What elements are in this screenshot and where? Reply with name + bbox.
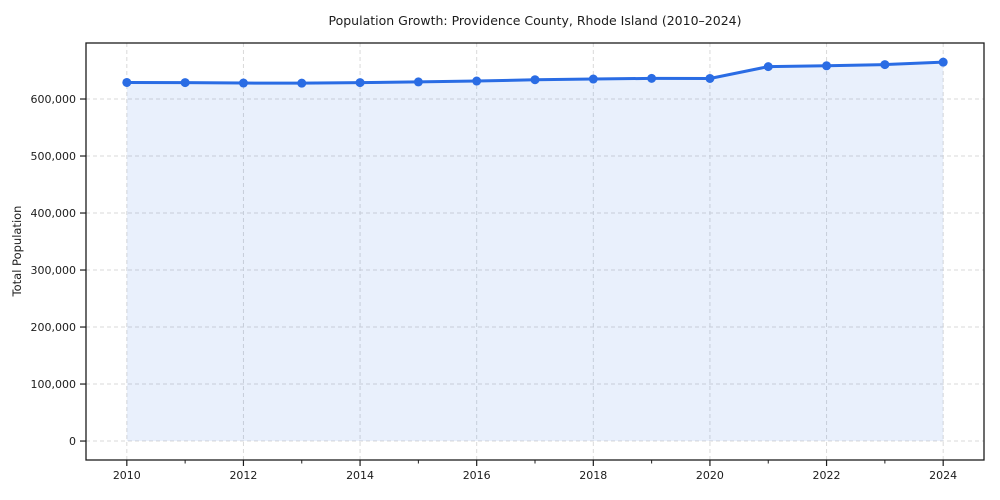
y-tick-label: 100,000 bbox=[31, 378, 77, 391]
y-tick-label: 600,000 bbox=[31, 93, 77, 106]
x-tick-label: 2010 bbox=[113, 469, 141, 482]
data-point bbox=[413, 77, 423, 87]
data-point bbox=[763, 62, 773, 72]
x-tick-label: 2020 bbox=[696, 469, 724, 482]
data-point bbox=[880, 60, 890, 70]
y-tick-label: 200,000 bbox=[31, 321, 77, 334]
data-point bbox=[122, 77, 132, 87]
grid-lines bbox=[86, 43, 984, 460]
data-point bbox=[588, 74, 598, 84]
x-tick-label: 2016 bbox=[463, 469, 491, 482]
data-point bbox=[297, 78, 307, 88]
y-tick-label: 0 bbox=[69, 435, 76, 448]
area-fill bbox=[126, 62, 944, 442]
data-point bbox=[180, 78, 190, 88]
data-point bbox=[355, 78, 365, 88]
data-point bbox=[822, 61, 832, 71]
data-point bbox=[472, 76, 482, 86]
data-point bbox=[647, 73, 657, 83]
data-point bbox=[938, 57, 948, 67]
y-tick-label: 300,000 bbox=[31, 264, 77, 277]
x-tick-label: 2014 bbox=[346, 469, 374, 482]
x-tick-label: 2012 bbox=[229, 469, 257, 482]
y-axis: 0 100,000 200,000 300,000 400,000 500,000 600,… bbox=[31, 93, 86, 448]
x-tick-label: 2024 bbox=[929, 469, 957, 482]
x-tick-label: 2022 bbox=[813, 469, 841, 482]
data-point bbox=[705, 73, 715, 83]
data-points bbox=[122, 57, 948, 88]
data-point bbox=[238, 78, 248, 88]
x-axis: 2010 2012 2014 2016 2018 2020 2022 2024 bbox=[113, 460, 957, 482]
y-tick-label: 500,000 bbox=[31, 150, 77, 163]
y-tick-label: 400,000 bbox=[31, 207, 77, 220]
data-point bbox=[530, 75, 540, 85]
chart-title: Population Growth: Providence County, Rh… bbox=[328, 13, 742, 28]
x-tick-label: 2018 bbox=[579, 469, 607, 482]
